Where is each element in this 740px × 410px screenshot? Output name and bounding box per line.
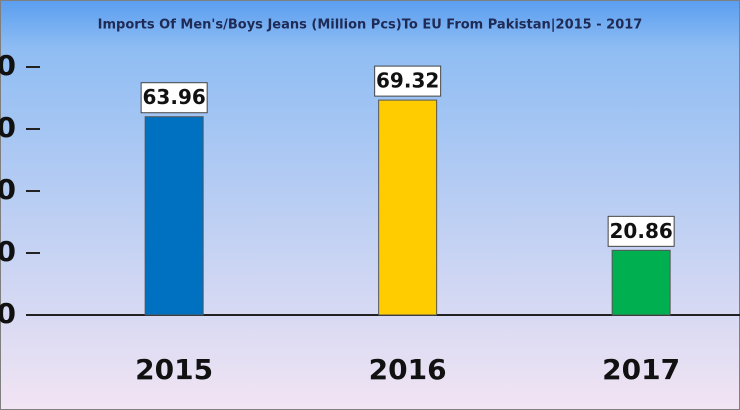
x-tick-label: 2015: [135, 353, 213, 386]
chart-title: Imports Of Men's/Boys Jeans (Million Pcs…: [98, 18, 643, 33]
x-tick-label: 2017: [602, 353, 680, 386]
x-tick-label: 2016: [369, 353, 447, 386]
value-label-box: [140, 82, 208, 114]
y-tick-label: 80: [0, 49, 16, 82]
y-tick-label: 0: [0, 297, 16, 330]
y-tick-label: 60: [0, 111, 16, 144]
bar: [611, 249, 671, 316]
bar: [378, 99, 438, 316]
value-label: 20.86: [610, 219, 673, 243]
bar: [144, 116, 204, 316]
value-label: 63.96: [143, 85, 206, 109]
y-tick-label: 20: [0, 235, 16, 268]
value-label: 69.32: [376, 69, 439, 93]
value-label-box: [607, 215, 675, 247]
value-label-box: [374, 65, 442, 97]
y-tick-label: 40: [0, 173, 16, 206]
